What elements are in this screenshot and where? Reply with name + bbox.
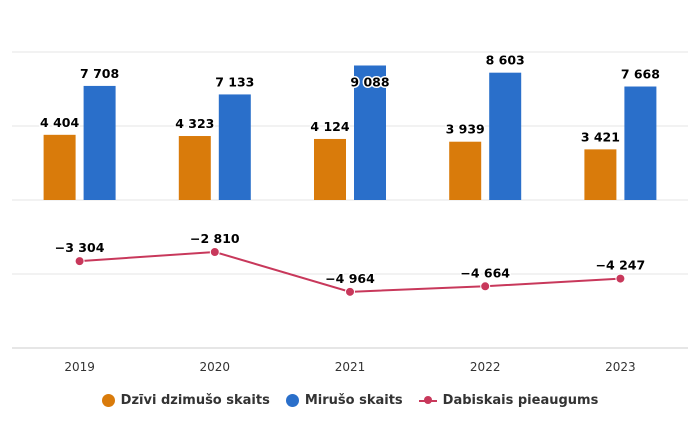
data-label-deaths-2023: 7 668 [621,67,660,82]
x-tick-2021: 2021 [335,360,366,374]
data-label-births-2023: 3 421 [581,129,620,144]
legend-item-births[interactable]: Dzīvi dzimušo skaits [101,393,270,408]
x-axis: 2019 2020 2021 2022 2023 [64,360,635,374]
legend-item-deaths[interactable]: Mirušo skaits [285,393,403,408]
data-label-deaths-2021: 9 088 [350,74,389,89]
bar-births-2021[interactable] [314,138,346,200]
data-label-natural-growth-2022: −4 664 [460,265,510,280]
legend-item-natural-growth[interactable]: Dabiskais pieaugums [418,393,599,408]
bar-births-2023[interactable] [584,149,617,200]
line-series [74,246,626,297]
bars [43,65,657,201]
point-natural-growth-2020[interactable] [209,246,220,257]
bar-deaths-2019[interactable] [83,85,116,200]
point-natural-growth-2022[interactable] [480,281,491,292]
legend-label-births: Dzīvi dzimušo skaits [120,393,270,408]
data-labels: 4 404 7 708 4 323 7 133 4 124 9 088 3 939 8 603… [39,51,662,287]
legend-marker-births [101,394,115,407]
data-label-natural-growth-2021: −4 964 [325,271,375,286]
data-label-births-2020: 4 323 [175,116,214,131]
point-natural-growth-2019[interactable] [74,256,85,267]
point-natural-growth-2023[interactable] [615,273,626,284]
legend-label-deaths: Mirušo skaits [304,393,403,408]
bar-deaths-2023[interactable] [624,86,657,200]
legend: Dzīvi dzimušo skaits Mirušo skaits Dabis… [0,393,700,408]
bar-deaths-2021[interactable] [354,65,386,201]
data-label-deaths-2022: 8 603 [486,53,525,68]
bar-births-2022[interactable] [449,141,482,200]
x-tick-2023: 2023 [605,360,636,374]
bar-births-2020[interactable] [178,136,211,200]
x-tick-2019: 2019 [64,360,95,374]
legend-label-natural-growth: Dabiskais pieaugums [442,393,599,408]
bar-deaths-2020[interactable] [218,94,251,200]
x-tick-2022: 2022 [470,360,501,374]
data-label-deaths-2020: 7 133 [215,74,254,89]
data-label-natural-growth-2020: −2 810 [190,231,240,246]
x-tick-2020: 2020 [200,360,231,374]
point-natural-growth-2021[interactable] [345,286,355,297]
data-label-births-2022: 3 939 [446,122,485,137]
data-label-deaths-2019: 7 708 [80,66,119,81]
grid [12,51,688,349]
data-label-births-2019: 4 404 [40,115,79,130]
chart-svg: 4 404 7 708 4 323 7 133 4 124 9 088 3 939 8 603… [12,51,688,374]
legend-marker-deaths [285,394,299,407]
data-label-natural-growth-2019: −3 304 [55,240,105,255]
legend-marker-natural-growth [418,394,437,407]
data-label-natural-growth-2023: −4 247 [596,258,646,273]
data-label-births-2021: 4 124 [310,119,349,134]
bar-deaths-2022[interactable] [489,72,522,200]
bar-births-2019[interactable] [43,134,76,200]
